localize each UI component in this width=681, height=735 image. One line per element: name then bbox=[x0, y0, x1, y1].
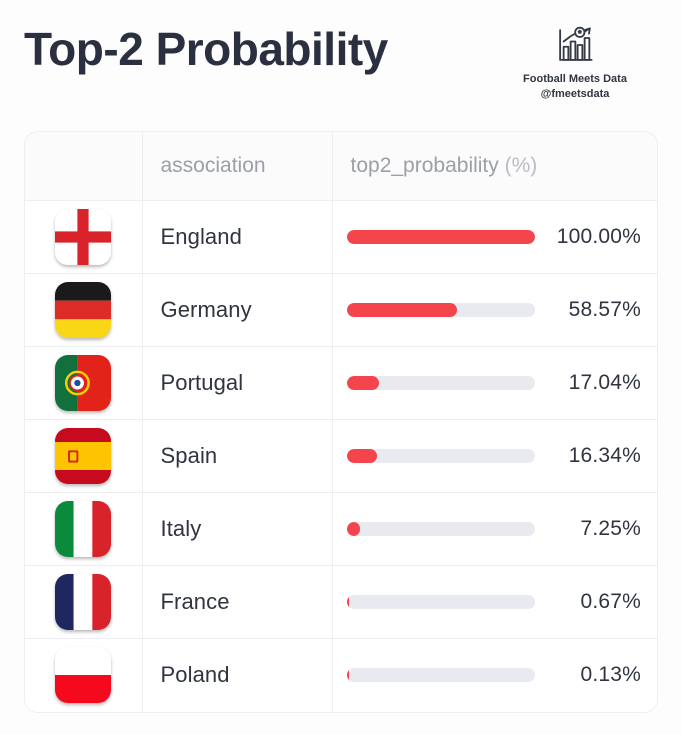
probability-value: 58.57% bbox=[568, 298, 641, 321]
cell-association: Poland bbox=[141, 638, 332, 712]
column-header-flag bbox=[25, 132, 142, 201]
probability-value: 0.13% bbox=[580, 663, 641, 687]
cell-probability: 16.34% bbox=[331, 419, 657, 493]
column-header-association: association bbox=[141, 132, 332, 201]
probability-bar-fill bbox=[346, 522, 361, 536]
cell-flag bbox=[25, 200, 142, 274]
probability-bar-track bbox=[346, 595, 535, 609]
probability-bar-group: 0.67% bbox=[346, 590, 642, 614]
cell-association: England bbox=[141, 200, 332, 274]
table-body: England 100.00% Germany 58.57% Portugal 17.… bbox=[25, 200, 657, 712]
probability-bar-fill bbox=[346, 449, 378, 463]
flag-france-icon bbox=[55, 574, 112, 630]
probability-bar-fill bbox=[346, 595, 349, 609]
probability-bar-group: 100.00% bbox=[346, 225, 642, 249]
cell-probability: 7.25% bbox=[331, 492, 657, 566]
cell-probability: 100.00% bbox=[331, 200, 657, 274]
cell-flag bbox=[25, 492, 142, 566]
probability-table: association top2_probability (%) England… bbox=[25, 132, 657, 712]
flag-england-icon bbox=[55, 209, 112, 265]
flag-poland-icon bbox=[55, 647, 112, 704]
probability-bar-fill bbox=[346, 303, 457, 317]
probability-bar-group: 17.04% bbox=[346, 371, 642, 395]
probability-bar-track bbox=[346, 522, 535, 536]
cell-flag bbox=[25, 346, 142, 420]
probability-bar-track bbox=[346, 230, 535, 244]
table-row: England 100.00% bbox=[25, 200, 657, 274]
flag-italy-icon bbox=[55, 501, 112, 557]
probability-value: 17.04% bbox=[568, 371, 641, 394]
cell-probability: 58.57% bbox=[331, 273, 657, 347]
cell-flag bbox=[25, 638, 142, 712]
probability-bar-track bbox=[346, 449, 535, 463]
cell-flag bbox=[25, 273, 142, 347]
brand-block: Football Meets Data @fmeetsdata bbox=[505, 24, 645, 102]
brand-handle: @fmeetsdata bbox=[540, 87, 610, 100]
flag-germany-icon bbox=[55, 282, 112, 338]
page-title: Top-2 Probability bbox=[24, 23, 388, 75]
probability-bar-track bbox=[346, 303, 535, 317]
probability-bar-group: 0.13% bbox=[346, 663, 642, 687]
flag-portugal-icon bbox=[55, 355, 112, 411]
page-header: Top-2 Probability Football Meets Data @f… bbox=[0, 0, 681, 118]
cell-probability: 0.67% bbox=[331, 565, 657, 639]
flag-spain-icon bbox=[55, 428, 112, 484]
probability-bar-track bbox=[346, 376, 535, 390]
probability-value: 16.34% bbox=[568, 444, 641, 467]
probability-bar-group: 58.57% bbox=[346, 298, 642, 322]
probability-bar-fill bbox=[346, 376, 379, 390]
table-row: Portugal 17.04% bbox=[25, 346, 657, 420]
probability-value: 0.67% bbox=[580, 590, 641, 613]
column-header-probability-unit: (%) bbox=[504, 154, 538, 177]
probability-value: 100.00% bbox=[556, 225, 641, 248]
probability-bar-group: 16.34% bbox=[346, 444, 642, 468]
probability-table-container: association top2_probability (%) England… bbox=[24, 131, 658, 713]
cell-association: Italy bbox=[141, 492, 332, 566]
cell-association: Spain bbox=[141, 419, 332, 493]
probability-bar-group: 7.25% bbox=[346, 517, 642, 541]
probability-bar-fill bbox=[346, 668, 349, 683]
table-row: Germany 58.57% bbox=[25, 273, 657, 347]
table-row: Spain 16.34% bbox=[25, 419, 657, 493]
cell-flag bbox=[25, 565, 142, 639]
probability-bar-fill bbox=[346, 230, 535, 244]
table-header-row: association top2_probability (%) bbox=[25, 132, 657, 201]
table-row: France 0.67% bbox=[25, 565, 657, 639]
cell-association: France bbox=[141, 565, 332, 639]
cell-flag bbox=[25, 419, 142, 493]
probability-value: 7.25% bbox=[580, 517, 641, 540]
bar-chart-football-logo-icon bbox=[559, 26, 593, 61]
cell-probability: 17.04% bbox=[331, 346, 657, 420]
brand-name: Football Meets Data bbox=[523, 73, 627, 85]
cell-probability: 0.13% bbox=[331, 638, 657, 712]
table-row: Italy 7.25% bbox=[25, 492, 657, 566]
table-row: Poland 0.13% bbox=[25, 638, 657, 712]
table-header: association top2_probability (%) bbox=[25, 132, 657, 201]
column-header-probability-label: top2_probability bbox=[350, 154, 499, 177]
cell-association: Germany bbox=[141, 273, 332, 347]
column-header-probability: top2_probability (%) bbox=[331, 132, 657, 201]
cell-association: Portugal bbox=[141, 346, 332, 420]
probability-bar-track bbox=[346, 668, 535, 683]
